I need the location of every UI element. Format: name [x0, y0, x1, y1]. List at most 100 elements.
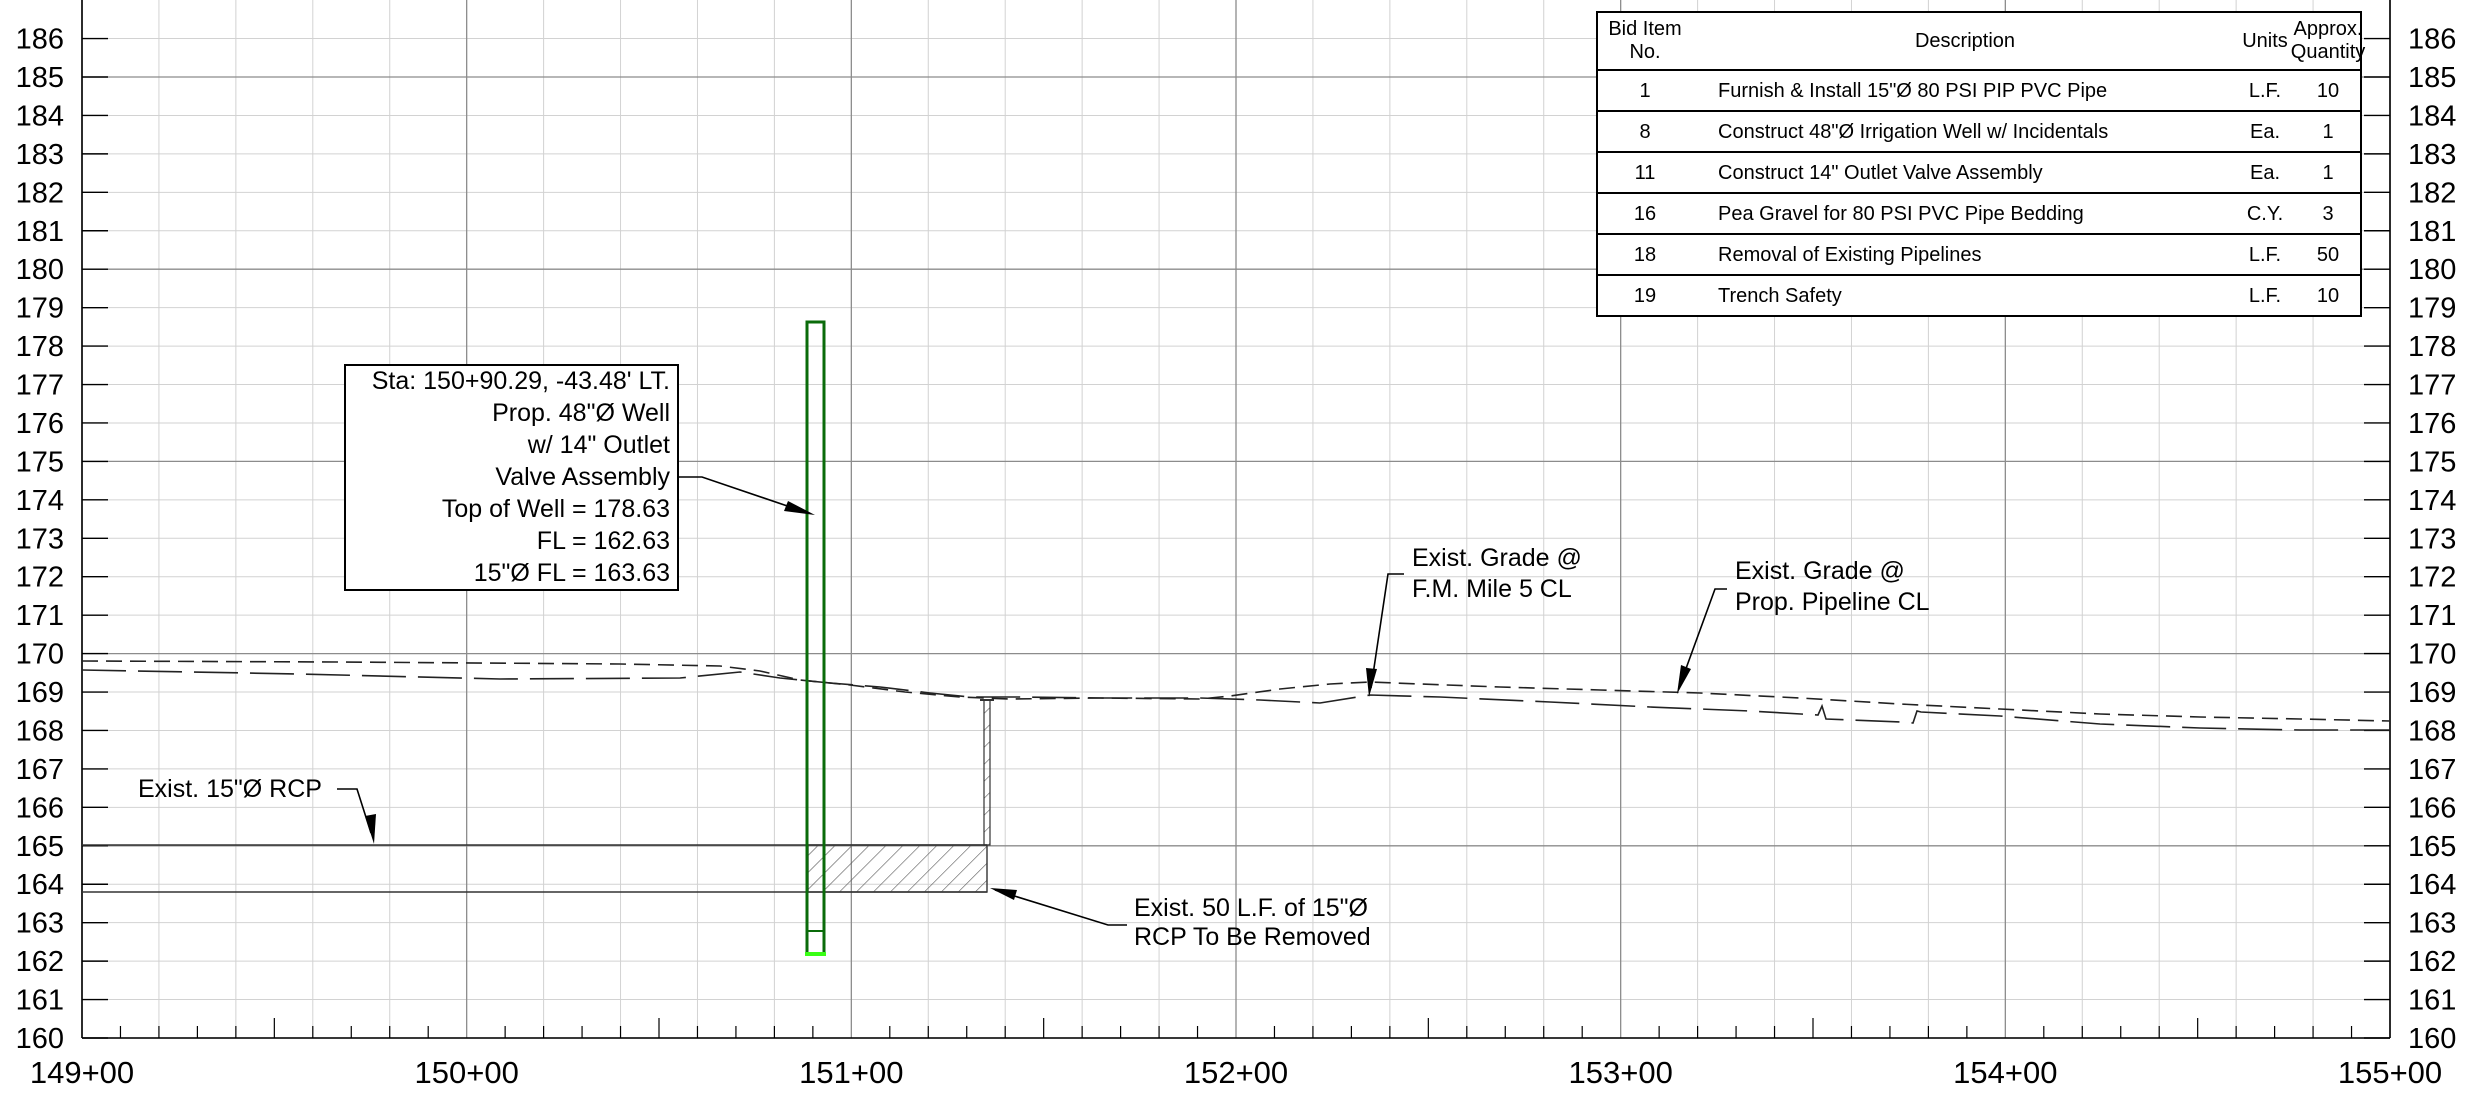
- table-row: 16 Pea Gravel for 80 PSI PVC Pipe Beddin…: [1598, 192, 2360, 235]
- elevation-label: 160: [16, 1023, 64, 1055]
- rcp-callout-label: Exist. 15"Ø RCP: [138, 775, 322, 803]
- elevation-label: 173: [16, 523, 64, 555]
- header-approx-quantity: Approx. Quantity: [2290, 18, 2366, 63]
- grade-pipe-callout-line: Prop. Pipeline CL: [1735, 588, 1930, 616]
- station-label: 155+00: [2338, 1055, 2442, 1090]
- bid-item-no: 1: [1639, 80, 1651, 102]
- bid-item-quantity: 10: [2316, 80, 2340, 102]
- elevation-label: 167: [16, 754, 64, 786]
- axis-ticks: [81, 0, 2391, 1039]
- header-description: Description: [1914, 29, 2016, 52]
- grade-pipe-leader-line: [1679, 588, 1727, 686]
- bid-item-description: Construct 48"Ø Irrigation Well w/ Incide…: [1718, 121, 2109, 143]
- elevation-label: 175: [16, 446, 64, 478]
- elevation-label: 170: [16, 639, 64, 671]
- elevation-label: 165: [2408, 831, 2456, 863]
- rcp-leader-arrow: [365, 814, 376, 844]
- well-callout-fl: FL = 162.63: [537, 527, 670, 555]
- elevation-label: 186: [16, 24, 64, 56]
- elevation-label: 184: [16, 100, 64, 132]
- elevation-label: 179: [2408, 293, 2456, 325]
- elevation-label: 184: [2408, 100, 2456, 132]
- well-callout-text: Sta: 150+90.29, -43.48' LT. Prop. 48"Ø W…: [372, 367, 671, 587]
- elevation-label: 169: [2408, 677, 2456, 709]
- well-callout-line: w/ 14" Outlet: [527, 431, 670, 459]
- rcp-removal-hatch: [807, 844, 988, 893]
- grade-pipe-callout-line: Exist. Grade @: [1735, 557, 1905, 585]
- header-bid-item-no: Bid Item No.: [1608, 18, 1682, 63]
- bid-item-no: 16: [1633, 203, 1657, 225]
- station-label: 149+00: [30, 1055, 134, 1090]
- existing-grade-fm-mile5-line: [81, 660, 2391, 722]
- remove-callout-line: RCP To Be Removed: [1134, 923, 1371, 951]
- elevation-label: 174: [16, 485, 64, 517]
- elevation-label: 186: [2408, 24, 2456, 56]
- elevation-label: 172: [2408, 562, 2456, 594]
- elevation-label: 160: [2408, 1023, 2456, 1055]
- elevation-label: 176: [2408, 408, 2456, 440]
- bid-item-description: Removal of Existing Pipelines: [1718, 244, 1982, 266]
- well-leader-arrow: [784, 501, 815, 515]
- bid-item-units: L.F.: [2248, 80, 2282, 102]
- elevation-label: 161: [16, 985, 64, 1017]
- elevation-label: 176: [16, 408, 64, 440]
- table-row: 8 Construct 48"Ø Irrigation Well w/ Inci…: [1598, 110, 2360, 153]
- table-row: 19 Trench Safety L.F. 10: [1598, 274, 2360, 317]
- station-label: 150+00: [415, 1055, 519, 1090]
- elevation-label: 178: [16, 331, 64, 363]
- elevation-label: 170: [2408, 639, 2456, 671]
- bid-item-units: Ea.: [2249, 162, 2281, 184]
- elevation-label: 181: [2408, 216, 2456, 248]
- well-callout-pipe-fl: 15"Ø FL = 163.63: [474, 559, 670, 587]
- rcp-leader-line: [337, 788, 372, 834]
- elevation-label: 171: [16, 600, 64, 632]
- station-label: 153+00: [1569, 1055, 1673, 1090]
- bid-item-no: 19: [1633, 285, 1657, 307]
- bid-item-no: 8: [1639, 121, 1651, 143]
- well-leader-line: [679, 476, 806, 513]
- bid-item-quantity: 10: [2316, 285, 2340, 307]
- elevation-label: 180: [2408, 254, 2456, 286]
- elevation-labels-right: 160 161 162 163 164 165 166 167 168 169 170 171 172 1…: [2408, 24, 2456, 1055]
- table-row: 18 Removal of Existing Pipelines L.F. 50: [1598, 233, 2360, 276]
- grade-fm-callout-line: F.M. Mile 5 CL: [1412, 575, 1572, 603]
- bid-item-quantity: 1: [2322, 162, 2334, 184]
- bid-item-description: Pea Gravel for 80 PSI PVC Pipe Bedding: [1718, 203, 2084, 225]
- remove-leader-arrow: [990, 888, 1017, 900]
- elevation-label: 182: [16, 177, 64, 209]
- riser-pipe: [983, 699, 991, 846]
- elevation-label: 177: [2408, 370, 2456, 402]
- bid-item-units: C.Y.: [2246, 203, 2284, 225]
- bid-item-units: Ea.: [2249, 121, 2281, 143]
- elevation-label: 183: [2408, 139, 2456, 171]
- elevation-label: 180: [16, 254, 64, 286]
- station-label: 154+00: [1953, 1055, 2057, 1090]
- elevation-labels-left: 160 161 162 163 164 165 166 167 168 169 170 171 172 1…: [16, 24, 64, 1055]
- well-callout-box: [344, 364, 679, 591]
- existing-grade-pipeline-line: [81, 669, 2390, 731]
- elevation-label: 169: [16, 677, 64, 709]
- well-callout-line: Prop. 48"Ø Well: [492, 399, 670, 427]
- remove-callout-line: Exist. 50 L.F. of 15"Ø: [1134, 894, 1368, 922]
- elevation-label: 185: [2408, 62, 2456, 94]
- bid-table-header: Bid Item No. Description Units Approx. Q…: [1598, 13, 2365, 69]
- remove-leader-line: [994, 889, 1127, 926]
- elevation-label: 168: [16, 715, 64, 747]
- elevation-label: 162: [16, 946, 64, 978]
- elevation-label: 182: [2408, 177, 2456, 209]
- elevation-label: 166: [16, 792, 64, 824]
- bid-item-units: L.F.: [2248, 285, 2282, 307]
- grade-fm-leader-arrow: [1366, 668, 1377, 697]
- bid-item-quantity: 50: [2316, 244, 2340, 266]
- bid-item-description: Trench Safety: [1718, 285, 1842, 307]
- elevation-label: 172: [16, 562, 64, 594]
- table-row: 1 Furnish & Install 15"Ø 80 PSI PIP PVC …: [1598, 69, 2360, 112]
- elevation-label: 166: [2408, 792, 2456, 824]
- elevation-label: 183: [16, 139, 64, 171]
- elevation-label: 167: [2408, 754, 2456, 786]
- header-units: Units: [2242, 29, 2288, 52]
- well-callout-top: Top of Well = 178.63: [442, 495, 670, 523]
- well-callout-line: Valve Assembly: [495, 463, 670, 491]
- elevation-label: 162: [2408, 946, 2456, 978]
